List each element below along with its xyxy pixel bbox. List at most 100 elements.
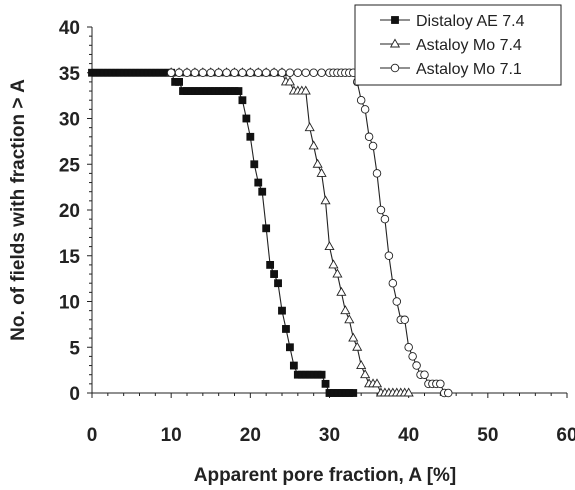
series-line bbox=[92, 72, 354, 394]
data-point bbox=[214, 68, 223, 77]
series-1 bbox=[88, 68, 358, 397]
data-point bbox=[242, 114, 251, 123]
data-point bbox=[238, 96, 247, 105]
data-point bbox=[312, 158, 323, 168]
data-point bbox=[269, 68, 279, 77]
data-point bbox=[278, 306, 286, 315]
data-point bbox=[250, 160, 259, 169]
y-tick-label: 20 bbox=[59, 201, 80, 222]
x-tick-label: 40 bbox=[398, 425, 419, 446]
data-point bbox=[356, 95, 366, 105]
data-point bbox=[360, 105, 370, 114]
legend-label: Astaloy Mo 7.4 bbox=[416, 37, 522, 54]
data-point bbox=[403, 387, 414, 397]
data-point bbox=[336, 286, 347, 296]
data-point bbox=[372, 169, 382, 178]
data-point bbox=[282, 325, 290, 333]
data-point bbox=[246, 68, 255, 77]
data-point bbox=[293, 68, 303, 77]
data-point bbox=[352, 341, 363, 351]
data-point bbox=[376, 205, 386, 215]
data-point bbox=[332, 268, 343, 278]
data-point bbox=[348, 332, 359, 342]
data-point bbox=[436, 379, 445, 389]
data-point bbox=[258, 187, 267, 196]
data-point bbox=[304, 122, 315, 132]
data-point bbox=[230, 68, 239, 77]
x-tick-label: 0 bbox=[87, 425, 98, 446]
data-point bbox=[320, 195, 331, 205]
data-point bbox=[253, 68, 263, 77]
y-tick-label: 40 bbox=[59, 18, 80, 39]
data-point bbox=[277, 68, 287, 77]
data-point bbox=[444, 388, 453, 398]
data-point bbox=[340, 305, 351, 315]
y-tick-label: 15 bbox=[59, 247, 81, 268]
data-point bbox=[300, 85, 311, 95]
data-point bbox=[234, 87, 243, 95]
data-point bbox=[324, 241, 335, 251]
data-point bbox=[316, 167, 327, 177]
data-point bbox=[349, 389, 358, 397]
data-point bbox=[412, 361, 421, 370]
data-point bbox=[198, 68, 208, 77]
x-tick-label: 20 bbox=[240, 425, 261, 446]
data-point bbox=[356, 360, 367, 369]
data-point bbox=[392, 297, 402, 306]
data-point bbox=[317, 370, 326, 379]
data-point bbox=[174, 68, 184, 77]
legend-marker bbox=[391, 16, 399, 24]
legend-box bbox=[354, 4, 562, 86]
y-tick-label: 30 bbox=[59, 110, 80, 131]
y-tick-label: 10 bbox=[59, 293, 80, 314]
x-tick-label: 50 bbox=[477, 425, 498, 446]
series-3 bbox=[166, 68, 453, 398]
data-point bbox=[364, 132, 374, 142]
y-tick-label: 0 bbox=[69, 384, 80, 405]
data-point bbox=[289, 361, 298, 370]
data-point bbox=[384, 251, 394, 260]
data-point bbox=[285, 68, 295, 77]
data-point bbox=[222, 68, 231, 77]
data-point bbox=[408, 352, 417, 361]
legend: Distaloy AE 7.4 Astaloy Mo 7.4 Astaloy Mo … bbox=[354, 4, 562, 86]
data-point bbox=[190, 68, 200, 77]
data-point bbox=[420, 370, 429, 379]
x-axis-label: Apparent pore fraction, A [%] bbox=[194, 465, 457, 486]
y-tick-label: 35 bbox=[59, 64, 81, 85]
data-point bbox=[344, 314, 355, 324]
data-point bbox=[254, 178, 263, 187]
legend-marker bbox=[389, 38, 401, 48]
data-point bbox=[270, 270, 278, 278]
data-point bbox=[380, 214, 390, 224]
data-point bbox=[404, 343, 413, 352]
data-point bbox=[286, 343, 294, 352]
data-point bbox=[317, 68, 326, 77]
y-axis-label: No. of fields with fraction > A bbox=[8, 79, 29, 341]
y-tick-label: 25 bbox=[59, 155, 81, 176]
data-point bbox=[388, 278, 398, 288]
data-point bbox=[182, 68, 192, 77]
data-point bbox=[328, 259, 339, 269]
series-layer bbox=[88, 67, 453, 398]
data-point bbox=[284, 76, 295, 86]
legend-item: Astaloy Mo 7.4 bbox=[380, 37, 522, 54]
data-point bbox=[175, 78, 183, 86]
data-point bbox=[246, 132, 255, 141]
data-point bbox=[308, 140, 319, 150]
data-point bbox=[301, 68, 311, 77]
legend-label: Distaloy AE 7.4 bbox=[416, 13, 525, 30]
data-point bbox=[400, 315, 409, 325]
x-tick-label: 10 bbox=[161, 425, 182, 446]
legend-label: Astaloy Mo 7.1 bbox=[416, 61, 522, 78]
data-point bbox=[371, 378, 383, 388]
axes: 0 5 10 15 20 25 30 35 40 0 10 20 30 40 50 60 bbox=[59, 18, 575, 446]
data-point bbox=[368, 141, 378, 151]
legend-item: Astaloy Mo 7.1 bbox=[380, 61, 522, 78]
legend-item: Distaloy AE 7.4 bbox=[380, 13, 525, 30]
data-point bbox=[262, 224, 271, 233]
x-tick-label: 60 bbox=[556, 425, 575, 446]
data-point bbox=[274, 279, 282, 288]
x-tick-label: 30 bbox=[319, 425, 340, 446]
